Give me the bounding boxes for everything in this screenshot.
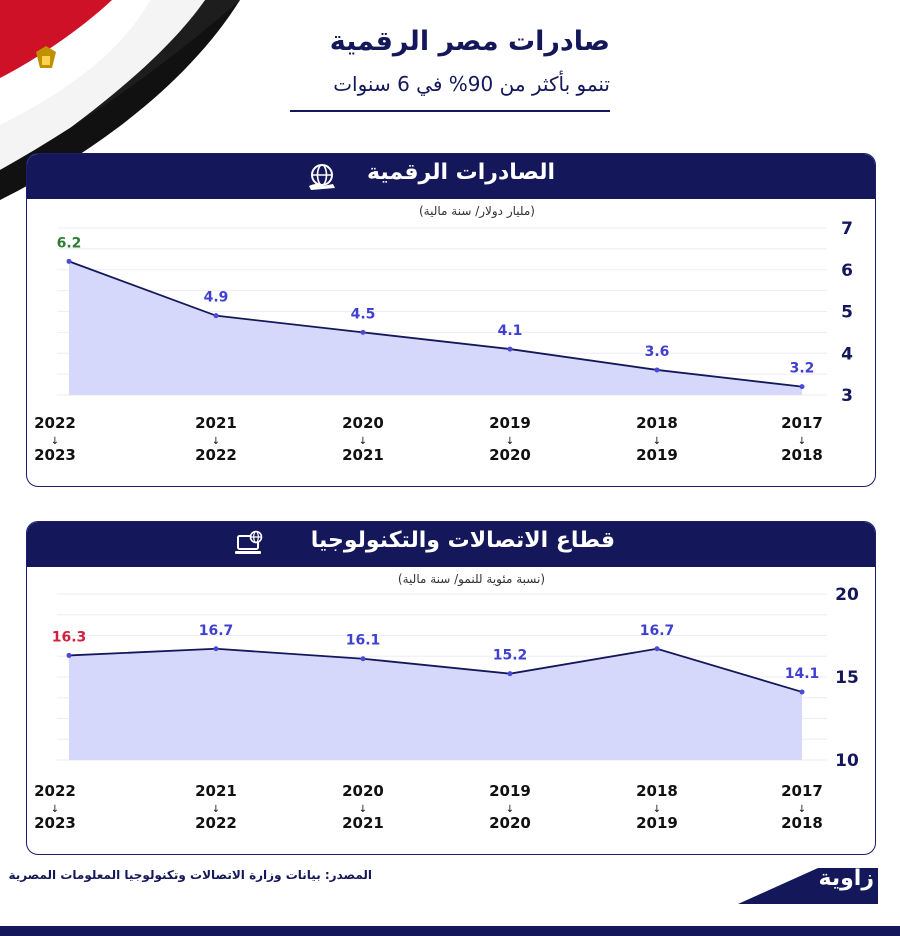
x-tick-label-from: 2019 — [489, 414, 531, 432]
x-tick-label-to: 2021 — [342, 814, 384, 832]
x-tick-arrow: ↓ — [798, 436, 806, 447]
data-point — [799, 384, 805, 390]
x-tick-arrow: ↓ — [506, 804, 514, 815]
data-point — [654, 646, 660, 652]
logo-text: زاوية — [818, 866, 874, 891]
x-tick-label-from: 2022 — [34, 414, 76, 432]
logo-by: BY LSEG — [844, 896, 872, 903]
x-tick-label-from: 2017 — [781, 782, 823, 800]
x-tick-arrow: ↓ — [506, 436, 514, 447]
x-tick-arrow: ↓ — [51, 436, 59, 447]
x-tick-arrow: ↓ — [212, 804, 220, 815]
x-tick-label-to: 2023 — [34, 814, 76, 832]
x-tick-label-to: 2019 — [636, 446, 678, 464]
data-label: 16.3 — [52, 629, 87, 645]
data-label: 16.1 — [346, 633, 381, 649]
panel-title: الصادرات الرقمية — [367, 160, 555, 185]
data-label: 4.1 — [498, 323, 523, 339]
x-tick-label-from: 2020 — [342, 414, 384, 432]
x-tick-arrow: ↓ — [212, 436, 220, 447]
x-tick-label-from: 2021 — [195, 414, 237, 432]
zawya-logo: زاوية BY LSEG — [728, 866, 878, 908]
series-line — [68, 260, 803, 388]
data-point — [213, 313, 219, 319]
x-tick-arrow: ↓ — [359, 436, 367, 447]
x-tick-label-to: 2018 — [781, 446, 823, 464]
y-tick-label: 10 — [835, 751, 859, 771]
bottom-bar — [0, 926, 900, 936]
data-point — [507, 671, 513, 677]
source-note: المصدر: بيانات وزارة الاتصالات وتكنولوجي… — [8, 868, 372, 882]
unit-note: (مليار دولار/ سنة مالية) — [418, 204, 535, 218]
data-point — [360, 656, 366, 662]
data-label: 15.2 — [493, 648, 528, 664]
y-tick-label: 15 — [835, 668, 859, 688]
panel-header: قطاع الاتصالات والتكنولوجيا — [27, 522, 875, 567]
data-label: 16.7 — [640, 623, 675, 639]
series-line — [68, 647, 803, 693]
x-tick-label-to: 2021 — [342, 446, 384, 464]
data-point — [654, 367, 660, 373]
eagle-icon — [36, 46, 56, 68]
digital-exports-chart: 6.24.94.54.13.63.2345672022↓20232021↓202… — [34, 219, 853, 464]
y-tick-label: 20 — [835, 585, 859, 605]
logo-shape — [738, 868, 878, 904]
x-tick-label-from: 2018 — [636, 782, 678, 800]
area-fill — [69, 261, 802, 395]
x-tick-arrow: ↓ — [653, 436, 661, 447]
x-tick-label-from: 2018 — [636, 414, 678, 432]
y-tick-label: 3 — [841, 386, 853, 406]
x-tick-label-to: 2018 — [781, 814, 823, 832]
panel-header: الصادرات الرقمية — [27, 154, 875, 199]
unit-note: (نسبة مئوية للنمو/ سنة مالية) — [397, 572, 545, 586]
x-tick-arrow: ↓ — [798, 804, 806, 815]
x-tick-label-from: 2020 — [342, 782, 384, 800]
ict-sector-chart: 16.3 16.716.115.216.714.11015202022↓20232… — [34, 585, 859, 832]
y-tick-label: 4 — [841, 344, 853, 364]
panel-title: قطاع الاتصالات والتكنولوجيا — [310, 528, 615, 553]
page-subtitle: تنمو بأكثر من 90% في 6 سنوات — [333, 72, 610, 96]
x-tick-label-to: 2022 — [195, 814, 237, 832]
laptop-globe-icon — [235, 530, 263, 554]
x-tick-label-to: 2022 — [195, 446, 237, 464]
x-tick-label-to: 2020 — [489, 446, 531, 464]
x-tick-label-from: 2019 — [489, 782, 531, 800]
x-tick-label-from: 2017 — [781, 414, 823, 432]
data-point — [799, 689, 805, 695]
ict-sector-panel: قطاع الاتصالات والتكنولوجيا (نسبة مئوية … — [26, 521, 876, 855]
x-tick-arrow: ↓ — [653, 804, 661, 815]
x-tick-label-to: 2023 — [34, 446, 76, 464]
data-label: 4.5 — [351, 306, 376, 322]
x-tick-arrow: ↓ — [51, 804, 59, 815]
data-label: 4.9 — [204, 290, 229, 306]
x-tick-label-from: 2022 — [34, 782, 76, 800]
data-label: 3.2 — [790, 361, 815, 377]
data-point — [360, 329, 366, 335]
x-tick-label-to: 2020 — [489, 814, 531, 832]
title-underline — [290, 110, 610, 112]
data-label: 6.2 — [57, 235, 82, 251]
digital-exports-panel: الصادرات الرقمية (مليار دولار/ سنة مالية… — [26, 153, 876, 487]
data-point — [213, 646, 219, 652]
x-tick-label-from: 2021 — [195, 782, 237, 800]
page-title: صادرات مصر الرقمية — [329, 26, 610, 57]
data-label: 14.1 — [785, 666, 820, 682]
data-point — [66, 652, 72, 658]
x-tick-label-to: 2019 — [636, 814, 678, 832]
egypt-flag — [0, 0, 240, 200]
y-tick-label: 7 — [841, 219, 853, 239]
x-tick-arrow: ↓ — [359, 804, 367, 815]
area-fill — [69, 648, 802, 760]
y-tick-label: 6 — [841, 261, 853, 281]
data-point — [507, 346, 513, 352]
data-point — [66, 258, 72, 264]
data-label: 3.6 — [645, 344, 670, 360]
y-tick-label: 5 — [841, 303, 853, 323]
data-label: 16.7 — [199, 623, 234, 639]
globe-hand-icon — [309, 164, 335, 190]
